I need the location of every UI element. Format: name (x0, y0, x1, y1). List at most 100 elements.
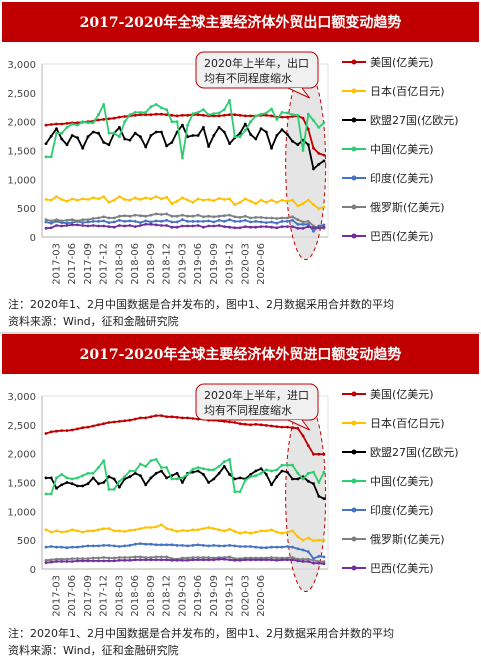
data-point (149, 415, 153, 419)
chart-note: 注：2020年1、2月中国数据是合并发布的，图中1、2月数据采用合并数的平均 (8, 298, 394, 311)
data-point (112, 420, 116, 424)
data-point (170, 543, 174, 547)
data-point (154, 223, 158, 227)
data-point (149, 220, 153, 224)
x-tick-label: 2020-06 (256, 575, 267, 617)
data-point (233, 203, 237, 207)
data-point (270, 216, 273, 220)
data-point (306, 198, 310, 202)
data-point (175, 415, 179, 419)
data-point (296, 226, 300, 230)
data-point (118, 195, 121, 199)
data-point (212, 199, 216, 203)
data-point (259, 423, 263, 427)
data-point (249, 473, 253, 476)
data-point (44, 558, 48, 562)
legend-label: 俄罗斯(亿美元) (370, 533, 445, 546)
data-point (291, 477, 294, 481)
data-point (228, 420, 232, 424)
data-point (264, 221, 268, 225)
data-point (128, 469, 132, 473)
data-point (144, 214, 148, 218)
legend-marker (351, 536, 357, 542)
data-point (322, 497, 326, 500)
data-point (301, 149, 305, 152)
x-tick-label: 2018-09 (146, 575, 157, 617)
data-point (196, 111, 200, 114)
data-point (296, 113, 300, 117)
data-point (55, 122, 58, 126)
legend-label: 欧盟27国(亿欧元) (370, 114, 459, 127)
data-point (238, 531, 242, 535)
data-point (60, 219, 64, 223)
data-point (312, 482, 315, 486)
data-point (65, 218, 69, 222)
data-point (254, 137, 258, 141)
data-point (196, 197, 200, 201)
data-point (149, 542, 153, 546)
legend-label: 巴西(亿美元) (370, 230, 434, 243)
data-point (212, 224, 216, 228)
data-point (317, 494, 321, 498)
data-point (207, 145, 211, 148)
data-point (202, 527, 205, 530)
data-point (238, 490, 242, 494)
data-point (280, 225, 284, 229)
data-point (149, 526, 153, 529)
data-point (91, 121, 95, 125)
data-point (212, 220, 216, 224)
data-point (306, 536, 310, 540)
data-point (102, 556, 106, 559)
data-point (280, 545, 284, 549)
data-point (270, 424, 273, 428)
data-point (181, 213, 184, 217)
data-point (44, 561, 48, 565)
data-point (233, 135, 237, 139)
data-point (44, 432, 48, 435)
data-point (55, 127, 58, 130)
data-point (128, 475, 132, 479)
data-point (123, 419, 127, 423)
data-point (202, 473, 205, 476)
data-point (322, 538, 326, 542)
data-point (291, 558, 294, 562)
data-point (306, 222, 310, 226)
data-point (55, 195, 58, 199)
data-point (133, 131, 137, 135)
data-point (175, 214, 179, 218)
data-point (296, 218, 300, 222)
data-point (139, 214, 142, 218)
data-point (322, 225, 326, 229)
data-point (91, 476, 95, 480)
data-point (107, 421, 111, 424)
data-point (181, 558, 184, 562)
data-point (233, 530, 237, 533)
data-point (207, 219, 211, 223)
data-point (259, 558, 263, 562)
data-point (207, 113, 211, 117)
data-point (76, 529, 79, 533)
data-point (296, 204, 300, 208)
data-point (165, 555, 169, 559)
data-point (228, 113, 232, 117)
legend-marker (351, 59, 357, 65)
data-point (191, 417, 195, 420)
data-point (202, 558, 205, 562)
data-point (128, 529, 132, 532)
data-point (91, 217, 95, 220)
data-point (196, 224, 200, 227)
callout-pointer (287, 87, 311, 99)
data-point (97, 118, 100, 122)
data-point (76, 476, 79, 480)
data-point (70, 223, 74, 227)
data-point (306, 220, 310, 223)
data-point (264, 558, 268, 562)
callout-text: 均有不同程度缩水 (204, 403, 292, 417)
data-point (49, 134, 53, 138)
data-point (233, 558, 237, 562)
data-point (97, 131, 100, 135)
data-point (118, 135, 121, 139)
data-point (222, 557, 226, 561)
data-point (154, 112, 158, 116)
data-point (70, 477, 74, 481)
